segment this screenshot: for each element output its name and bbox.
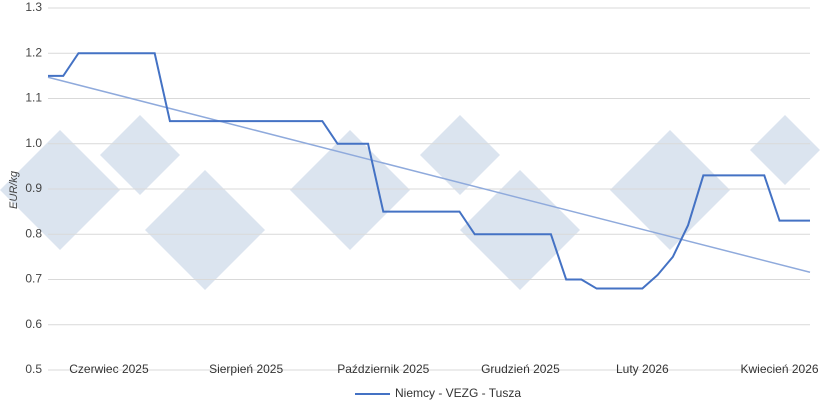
- x-tick-label: Październik 2025: [337, 362, 429, 376]
- y-axis-label: EUR/kg: [8, 170, 20, 209]
- x-tick-label: Sierpień 2025: [209, 362, 283, 376]
- x-tick-label: Luty 2026: [616, 362, 669, 376]
- y-tick-label: 0.5: [25, 362, 42, 376]
- y-tick-label: 0.8: [25, 226, 42, 240]
- x-tick-label: Grudzień 2025: [481, 362, 560, 376]
- x-tick-label: Kwiecień 2026: [740, 362, 818, 376]
- y-tick-label: 1.2: [25, 45, 42, 59]
- y-tick-label: 1.1: [25, 91, 42, 105]
- y-tick-label: 1.3: [25, 0, 42, 14]
- x-tick-label: Czerwiec 2025: [69, 362, 149, 376]
- y-tick-label: 1.0: [25, 136, 42, 150]
- y-tick-label: 0.9: [25, 181, 42, 195]
- trend-line: [47, 76, 811, 273]
- y-tick-label: 0.6: [25, 317, 42, 331]
- series-line: [48, 52, 810, 290]
- y-tick-label: 0.7: [25, 272, 42, 286]
- watermark: [0, 115, 820, 290]
- legend-label: Niemcy - VEZG - Tusza: [395, 386, 521, 400]
